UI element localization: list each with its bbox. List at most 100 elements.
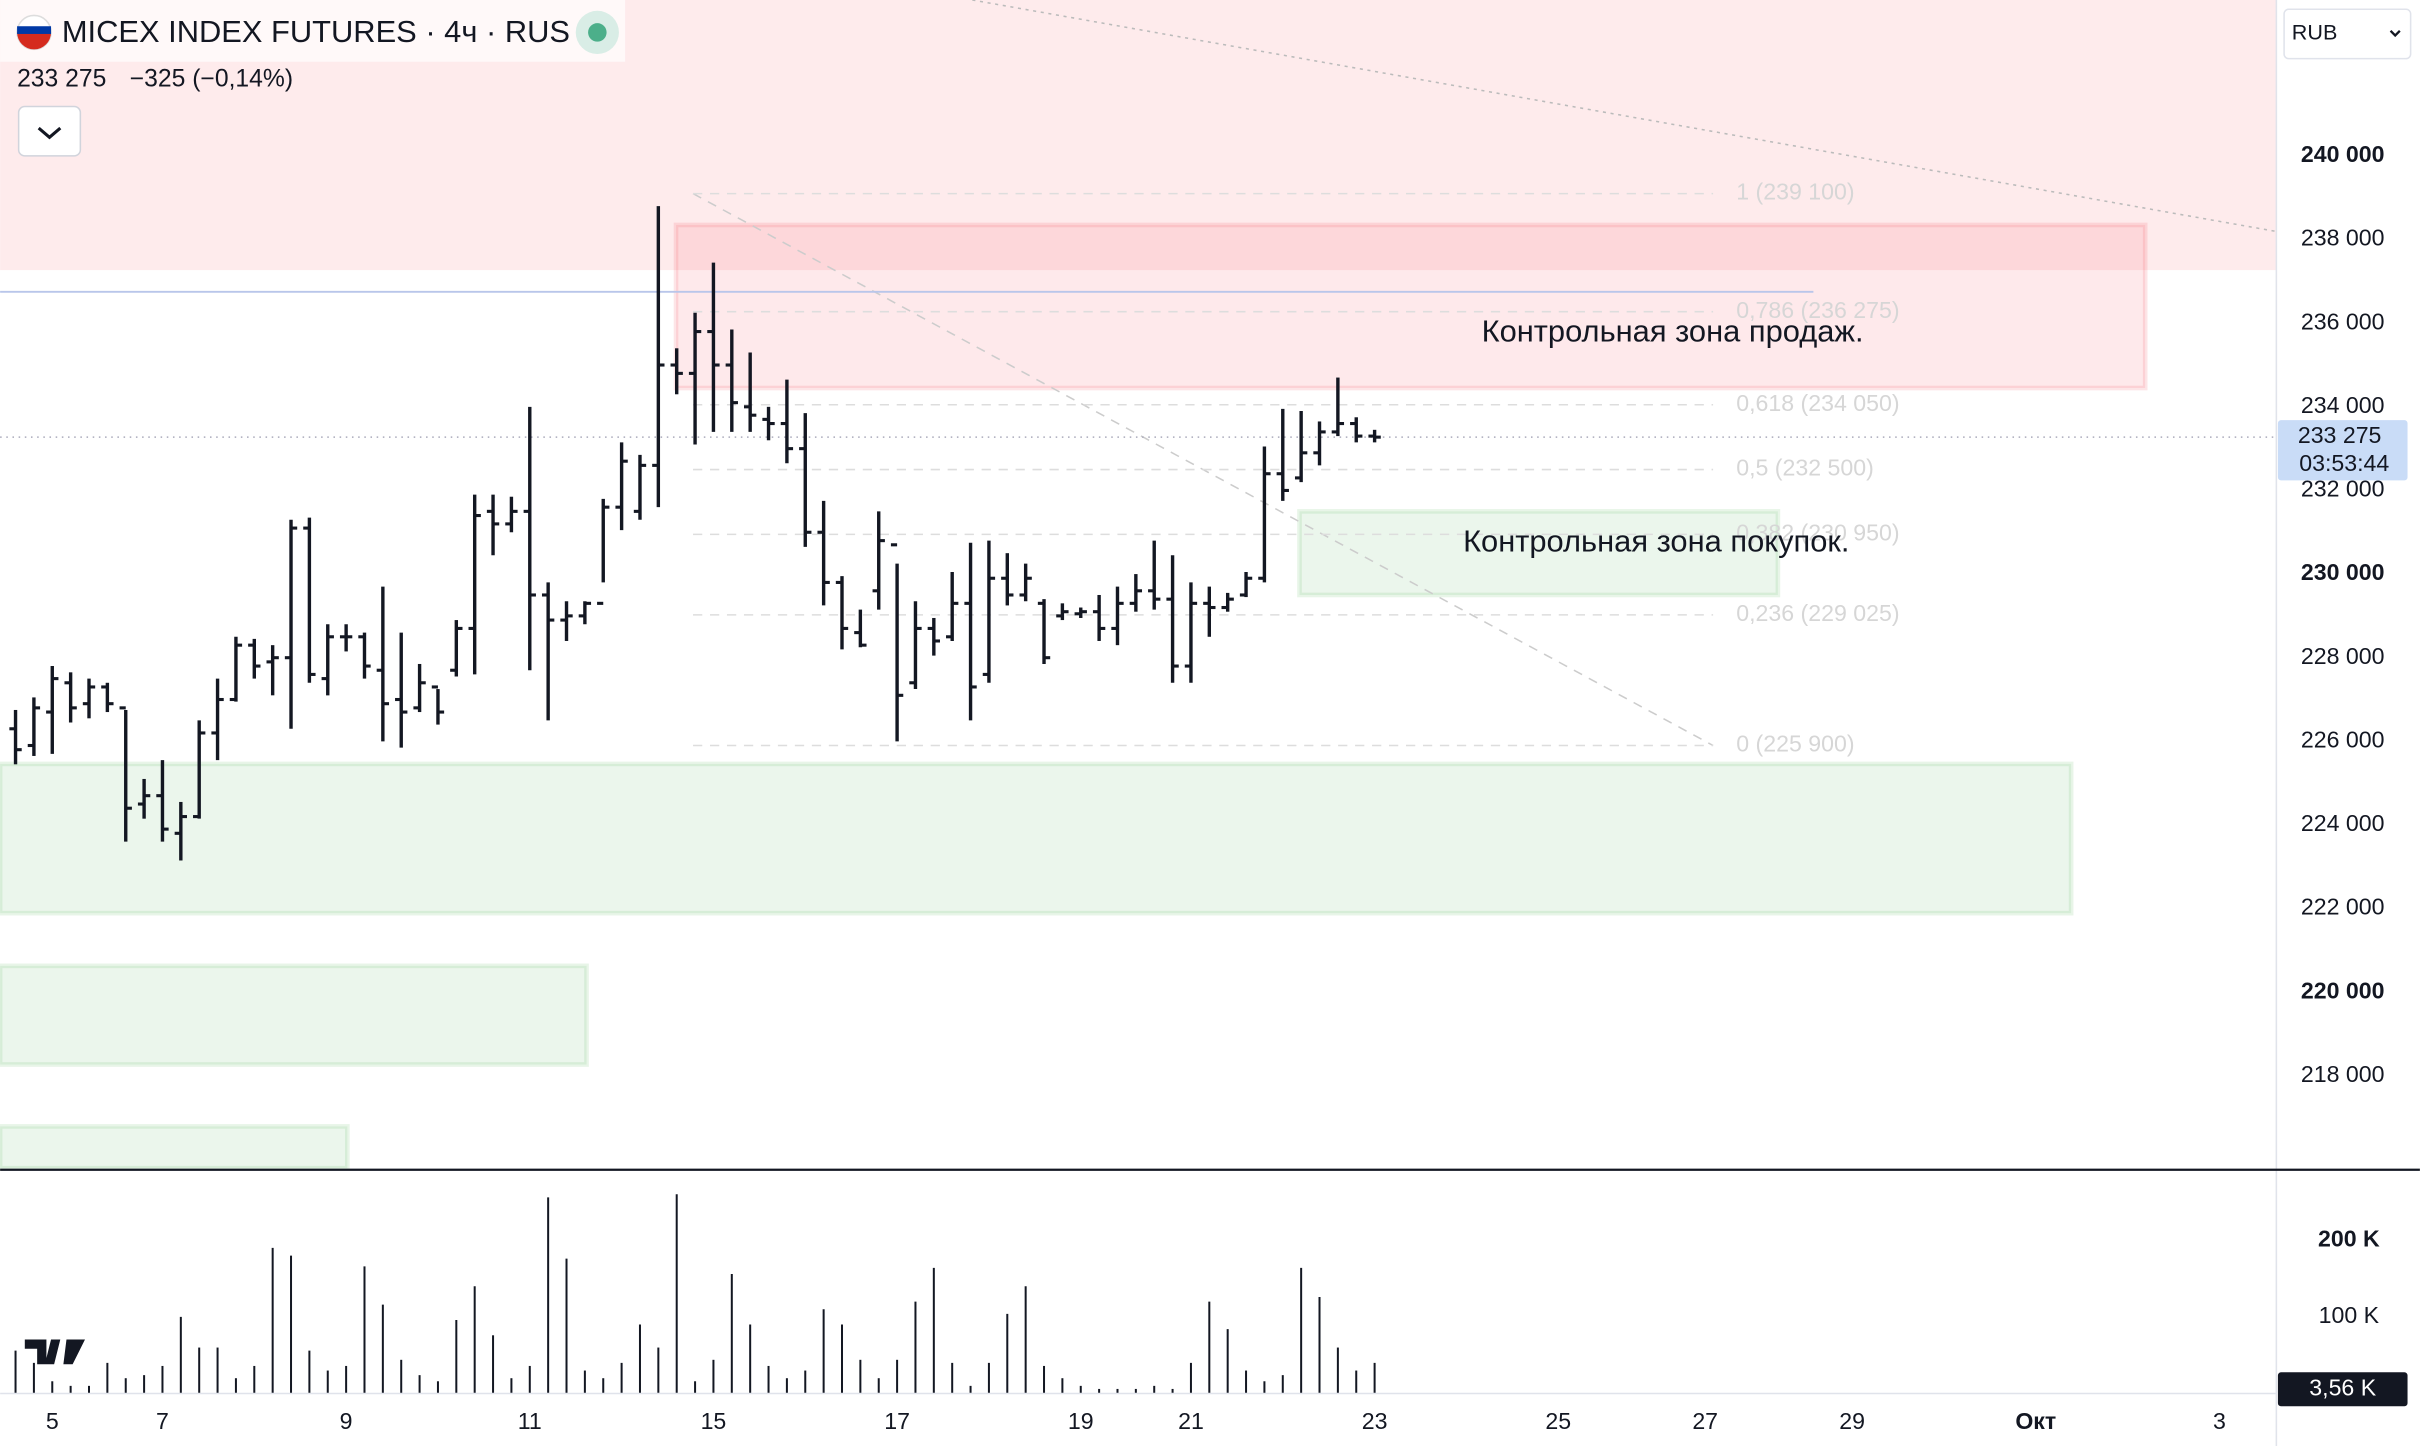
ohlc-bar (560, 601, 573, 641)
ohlc-bar (633, 454, 647, 520)
ohlc-bar (413, 663, 426, 713)
ohlc-bar (541, 582, 555, 721)
zone (0, 761, 2074, 916)
ohlc-bar (1129, 574, 1143, 612)
x-tick-label: 17 (884, 1408, 910, 1434)
x-tick-label: 25 (1545, 1408, 1571, 1434)
volume-badge-label: 3,56 K (2309, 1374, 2376, 1400)
ohlc-bar (431, 685, 445, 725)
ohlc-bar (946, 571, 959, 641)
zone (1297, 509, 1781, 598)
collapse-button[interactable] (17, 105, 82, 157)
x-tick-label: 5 (46, 1408, 59, 1434)
ohlc-bar (817, 500, 830, 606)
y-tick-label: 222 000 (2301, 894, 2385, 920)
flag-red (17, 32, 52, 50)
y-tick-label: 218 000 (2301, 1061, 2385, 1087)
zone (673, 222, 2148, 391)
fib-label: 0 (225 900) (1736, 731, 1854, 757)
ohlc-bar (725, 329, 738, 432)
ohlc-bar (578, 601, 592, 625)
volume-badge (2277, 1372, 2408, 1407)
ohlc-bar (450, 620, 463, 677)
ohlc-bar (395, 632, 408, 748)
ohlc-bar (1239, 571, 1253, 598)
header-bg (0, 0, 626, 62)
ohlc-bar (1294, 411, 1308, 483)
ohlc-bar (707, 262, 720, 432)
ohlc-bar (1350, 417, 1363, 443)
symbol: MICEX INDEX FUTURES · 4ч · RUS (62, 14, 570, 49)
ohlc-bar (854, 609, 867, 648)
x-tick-label: 9 (340, 1408, 353, 1434)
ohlc-bar (1001, 553, 1014, 606)
chevron (37, 126, 62, 140)
x-tick-label: Окт (2015, 1408, 2056, 1434)
ohlc-bar (339, 624, 353, 652)
ohlc-bar (211, 678, 224, 761)
fib-label: 0,236 (229 025) (1736, 600, 1899, 626)
ohlc-bar (890, 543, 904, 742)
ohlc-bar (909, 601, 922, 690)
ohlc-bar (927, 617, 941, 656)
zones: 1 (239 100) 0,786 (236 275) 0,618 (234 050… (0, 0, 2277, 1171)
ohlc-bar (358, 632, 371, 679)
countdown: 03:53:44 (2299, 450, 2389, 476)
ohlc-bar (982, 540, 996, 683)
ohlc-bar (597, 498, 610, 605)
ohlc-bar (27, 697, 41, 756)
currency: RUB (2292, 20, 2338, 45)
zone (0, 963, 589, 1067)
ohlc-bar (1203, 586, 1216, 637)
fib-label: 1 (239 100) (1736, 179, 1854, 205)
status-dot (588, 23, 607, 42)
ohlc-bar (193, 720, 206, 819)
ohlc-bar (1184, 582, 1198, 683)
fib-label: 0,618 (234 050) (1736, 390, 1899, 416)
tv-logo (24, 1339, 85, 1365)
ohlc-bar (46, 666, 59, 754)
y-tick-label: 236 000 (2301, 308, 2385, 334)
ohlc-bar (9, 709, 22, 765)
fib-label: 0,5 (232 500) (1736, 455, 1874, 481)
ohlc-bar (523, 406, 536, 671)
ohlc-bar (156, 760, 169, 842)
ohlc-bar (1092, 594, 1106, 641)
y-tick-label: 240 000 (2301, 141, 2385, 167)
ohlc-bar (1111, 586, 1124, 646)
ohlc-bar (835, 576, 849, 650)
ohlc-bar (799, 413, 812, 547)
ohlc-bar (780, 379, 794, 464)
ohlc-bar (670, 348, 683, 395)
zone-label: Контрольная зона продаж. (1482, 313, 1864, 348)
logo (24, 1339, 85, 1365)
ohlc-bar (1258, 446, 1271, 583)
ohlc-bar (137, 778, 151, 819)
ohlc-bar (1019, 563, 1032, 602)
x-tick-label: 29 (1839, 1408, 1865, 1434)
x-tick-label: 23 (1362, 1408, 1388, 1434)
y-tick-label: 234 000 (2301, 392, 2385, 418)
ohlc-bar (486, 494, 500, 556)
ohlc-bar (82, 678, 96, 719)
volume-tick-label: 200 K (2318, 1225, 2380, 1251)
ohlc-bar (101, 682, 114, 713)
ohlc-bar (174, 801, 188, 861)
ohlc-bar (468, 494, 481, 675)
ohlc-bar (64, 672, 77, 723)
y-tick-label: 230 000 (2301, 559, 2385, 585)
ohlc-bar (964, 542, 977, 721)
fib-label: 0,786 (236 275) (1736, 297, 1899, 323)
ohlc-bar (505, 496, 518, 533)
y-tick-label: 238 000 (2301, 225, 2385, 251)
x-tick-label: 7 (156, 1408, 169, 1434)
ohlc-bar (1056, 603, 1069, 621)
last-price-badge (2277, 420, 2408, 481)
ohlc-bar (1276, 408, 1289, 501)
currency-select[interactable] (2283, 8, 2412, 60)
ohlc-bar (303, 517, 316, 683)
ohlc-bar (1166, 555, 1179, 683)
x-tick-label: 27 (1692, 1408, 1718, 1434)
